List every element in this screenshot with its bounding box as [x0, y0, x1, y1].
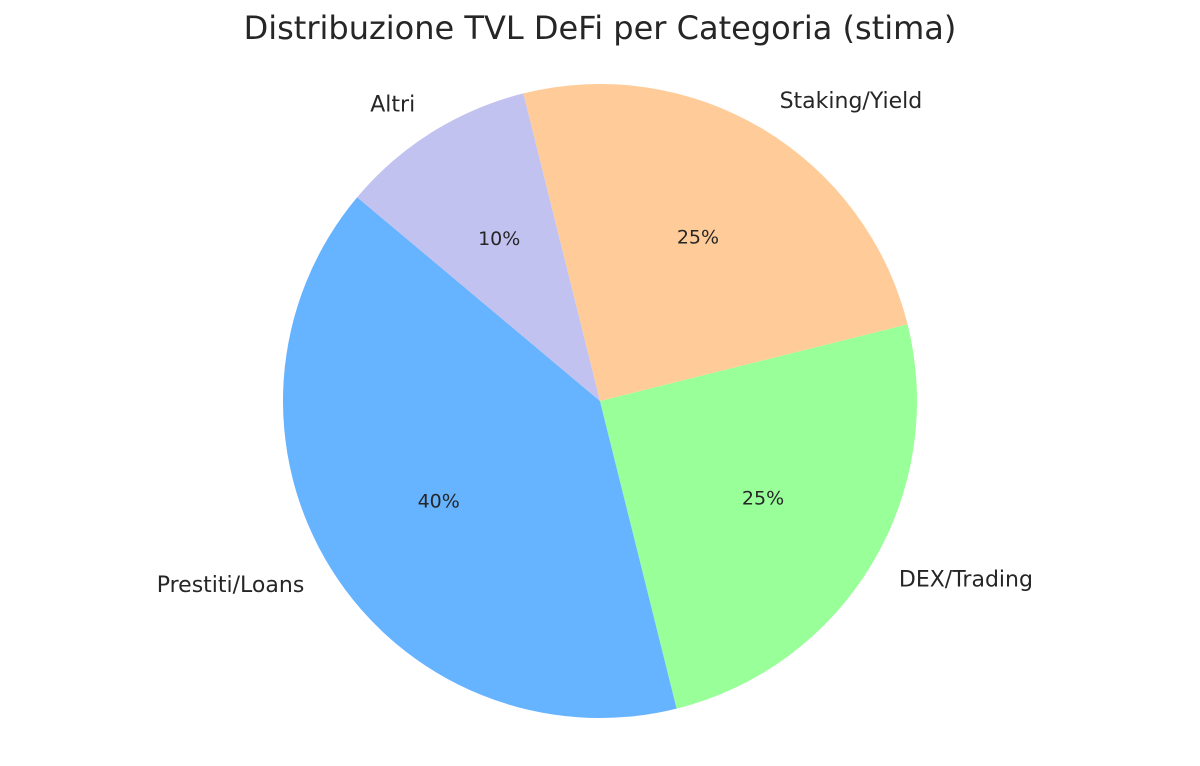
slice-label: Prestiti/Loans: [157, 573, 305, 598]
chart-title: Distribuzione TVL DeFi per Categoria (st…: [244, 9, 957, 47]
pie-slice: [282, 197, 677, 719]
percent-label: 40%: [418, 490, 460, 512]
percent-label: 25%: [742, 487, 784, 509]
percent-label: 10%: [478, 228, 520, 250]
pie-slice: [523, 84, 908, 401]
percent-label: 25%: [677, 226, 719, 248]
slice-label: Altri: [370, 92, 415, 117]
pie-slice: [600, 324, 917, 709]
slice-label: DEX/Trading: [899, 568, 1033, 593]
slice-label: Staking/Yield: [780, 89, 923, 114]
pie-slice: [357, 93, 600, 401]
